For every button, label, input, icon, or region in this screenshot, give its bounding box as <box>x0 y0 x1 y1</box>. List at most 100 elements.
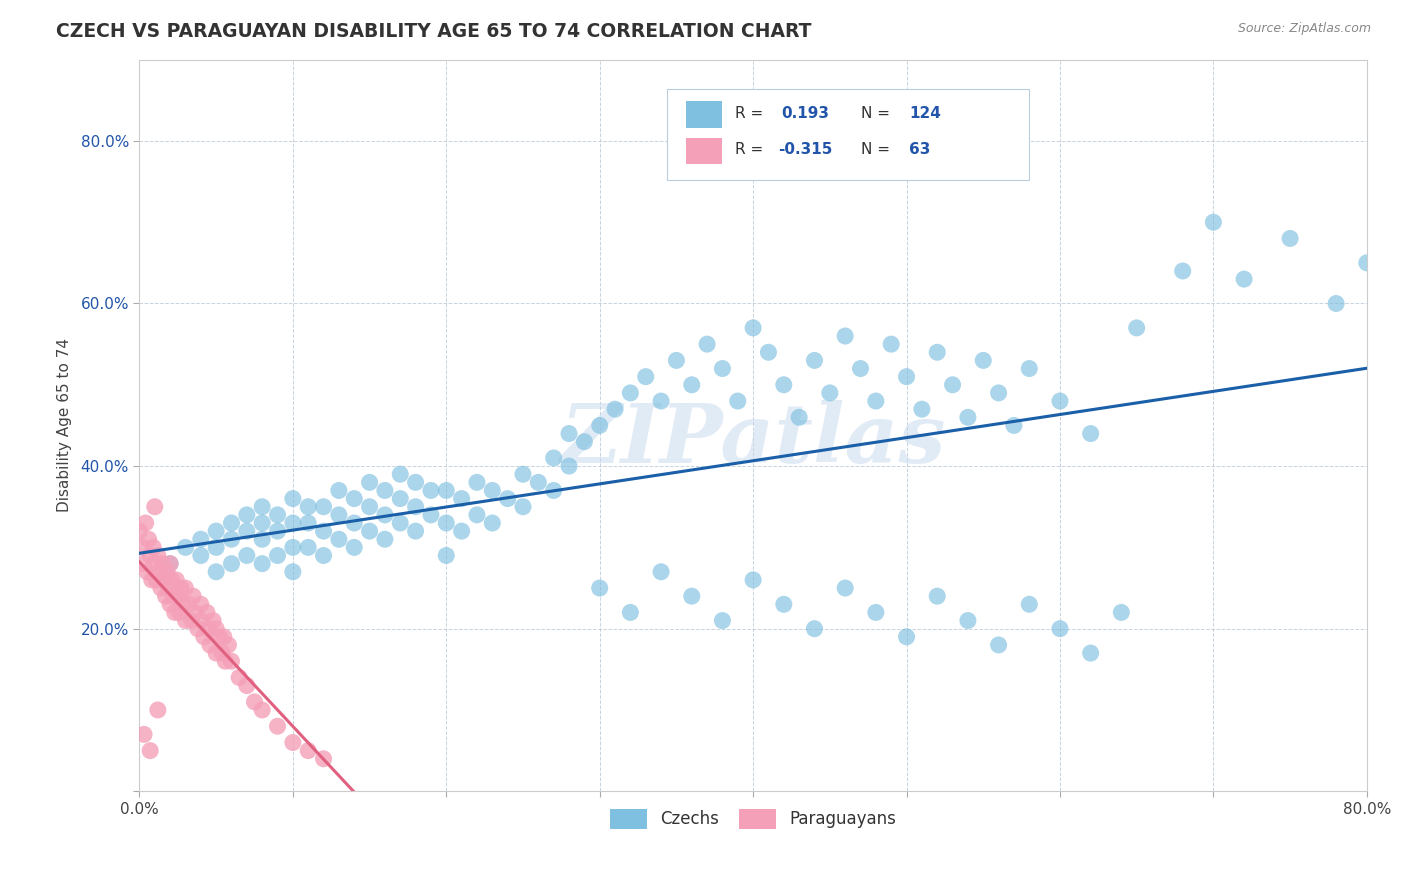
Point <box>250 703 273 717</box>
Point <box>896 369 918 384</box>
Point <box>174 581 197 595</box>
Point <box>131 541 153 555</box>
Point <box>221 533 243 547</box>
Point <box>787 410 810 425</box>
Point <box>1233 272 1256 286</box>
Point <box>236 549 259 563</box>
Point <box>328 483 350 498</box>
Point <box>465 475 488 490</box>
Text: Source: ZipAtlas.com: Source: ZipAtlas.com <box>1237 22 1371 36</box>
Point <box>165 573 187 587</box>
Point <box>665 353 688 368</box>
Point <box>177 597 200 611</box>
Point <box>772 377 794 392</box>
Point <box>758 345 780 359</box>
Point <box>742 573 765 587</box>
Point <box>174 614 197 628</box>
Point <box>1002 418 1025 433</box>
Point <box>135 516 157 530</box>
Point <box>281 491 304 506</box>
Point <box>927 589 949 603</box>
Point <box>405 500 427 514</box>
Point <box>359 524 381 538</box>
Point <box>481 516 503 530</box>
Text: CZECH VS PARAGUAYAN DISABILITY AGE 65 TO 74 CORRELATION CHART: CZECH VS PARAGUAYAN DISABILITY AGE 65 TO… <box>56 22 811 41</box>
Point <box>1080 426 1102 441</box>
Point <box>772 597 794 611</box>
Point <box>312 524 335 538</box>
Point <box>849 361 872 376</box>
Point <box>343 541 366 555</box>
Point <box>1111 606 1133 620</box>
Point <box>1202 215 1225 229</box>
Point <box>389 491 412 506</box>
Point <box>180 614 202 628</box>
Point <box>166 589 188 603</box>
Point <box>190 614 212 628</box>
Point <box>419 483 441 498</box>
Point <box>1125 321 1147 335</box>
Point <box>146 703 169 717</box>
Point <box>160 573 183 587</box>
Point <box>297 516 319 530</box>
Point <box>193 630 215 644</box>
Point <box>343 516 366 530</box>
Point <box>359 500 381 514</box>
Point <box>190 533 212 547</box>
Point <box>228 670 250 684</box>
Point <box>711 614 734 628</box>
Point <box>157 581 180 595</box>
Point <box>136 565 159 579</box>
Point <box>132 727 155 741</box>
Point <box>374 483 396 498</box>
Point <box>250 533 273 547</box>
Text: 124: 124 <box>910 105 941 120</box>
Point <box>143 500 166 514</box>
FancyBboxPatch shape <box>686 102 723 128</box>
Point <box>281 541 304 555</box>
Point <box>419 508 441 522</box>
Point <box>359 475 381 490</box>
Point <box>834 329 856 343</box>
Point <box>1018 361 1040 376</box>
Point <box>1171 264 1194 278</box>
Point <box>243 695 266 709</box>
Point <box>681 377 703 392</box>
Point <box>911 402 934 417</box>
Point <box>142 541 165 555</box>
Point <box>987 638 1010 652</box>
Point <box>281 516 304 530</box>
Point <box>174 541 197 555</box>
Point <box>221 654 243 668</box>
Point <box>312 752 335 766</box>
Point <box>374 508 396 522</box>
Point <box>250 500 273 514</box>
Point <box>143 557 166 571</box>
Point <box>195 606 218 620</box>
Point <box>896 630 918 644</box>
Point <box>496 491 519 506</box>
Point <box>328 508 350 522</box>
Text: 63: 63 <box>910 142 931 157</box>
Point <box>865 606 887 620</box>
Point <box>148 565 170 579</box>
Y-axis label: Disability Age 65 to 74: Disability Age 65 to 74 <box>58 338 72 512</box>
Point <box>138 533 160 547</box>
FancyBboxPatch shape <box>668 89 1029 180</box>
Point <box>389 467 412 482</box>
Point <box>450 524 472 538</box>
Point <box>434 483 457 498</box>
Point <box>450 491 472 506</box>
Point <box>727 394 749 409</box>
Point <box>558 426 581 441</box>
Point <box>834 581 856 595</box>
Point <box>132 557 155 571</box>
Point <box>405 475 427 490</box>
Point <box>803 622 825 636</box>
Text: -0.315: -0.315 <box>778 142 832 157</box>
Point <box>156 565 179 579</box>
Point <box>1018 597 1040 611</box>
Point <box>139 744 162 758</box>
Point <box>205 646 228 660</box>
Point <box>880 337 903 351</box>
